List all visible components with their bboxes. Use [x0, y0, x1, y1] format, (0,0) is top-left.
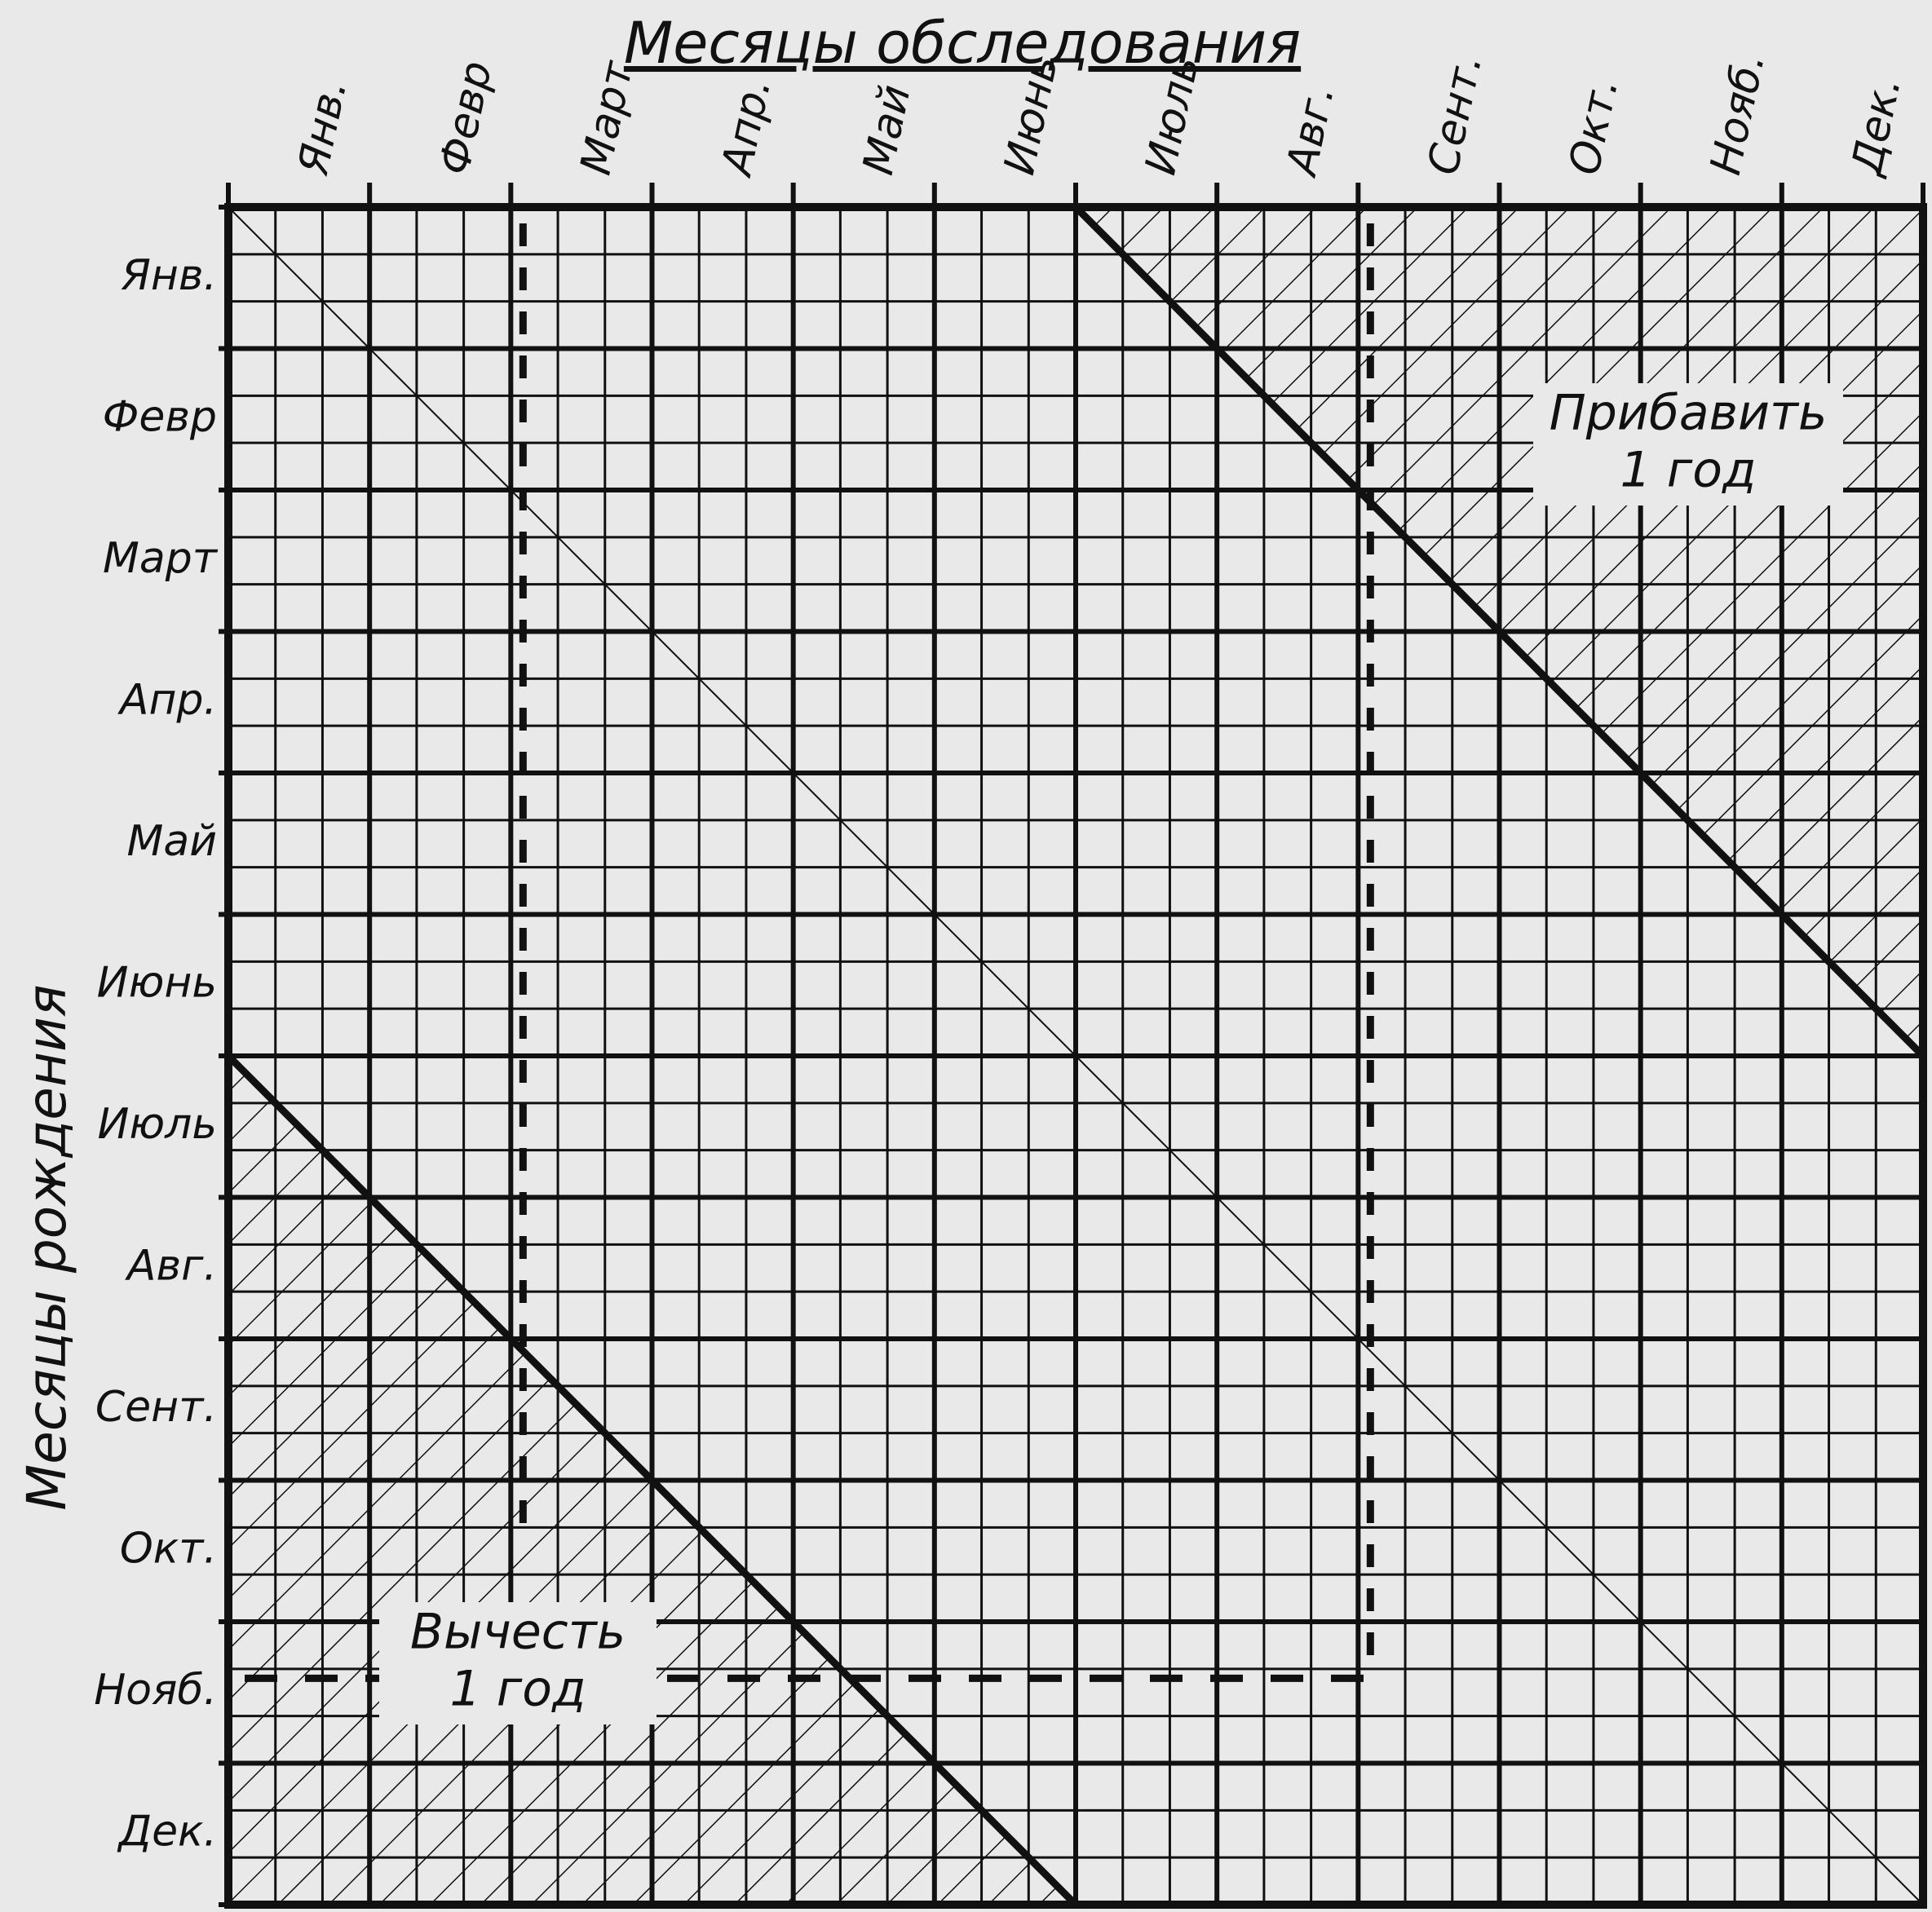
row-label: Янв.: [121, 251, 217, 300]
annotation-box: [379, 1602, 657, 1724]
row-label: Июнь: [97, 958, 217, 1007]
title: Месяцы обследования: [624, 10, 1301, 77]
row-label: Авг.: [125, 1241, 217, 1290]
main-diagonal: [228, 206, 1924, 1905]
annotation-text: 1 год: [1620, 442, 1757, 499]
row-label: Март: [103, 534, 219, 583]
annotation-box: [1533, 383, 1843, 506]
annotation-text: Вычесть: [410, 1604, 626, 1661]
row-label: Июль: [97, 1100, 217, 1149]
row-label: Май: [126, 817, 217, 866]
row-label: Февр: [103, 392, 217, 441]
diagonal-add: [1072, 204, 1926, 1059]
annotation-text: 1 год: [450, 1661, 586, 1718]
annotation-text: Прибавить: [1550, 385, 1828, 442]
row-label: Окт.: [120, 1524, 217, 1573]
row-label: Сент.: [95, 1383, 217, 1432]
row-label: Дек.: [117, 1807, 217, 1856]
row-label: Нояб.: [94, 1666, 217, 1715]
row-label: Апр.: [117, 675, 217, 724]
y-axis-title: Месяцы рождения: [15, 984, 78, 1510]
diagonal-subtract: [225, 1053, 1079, 1908]
